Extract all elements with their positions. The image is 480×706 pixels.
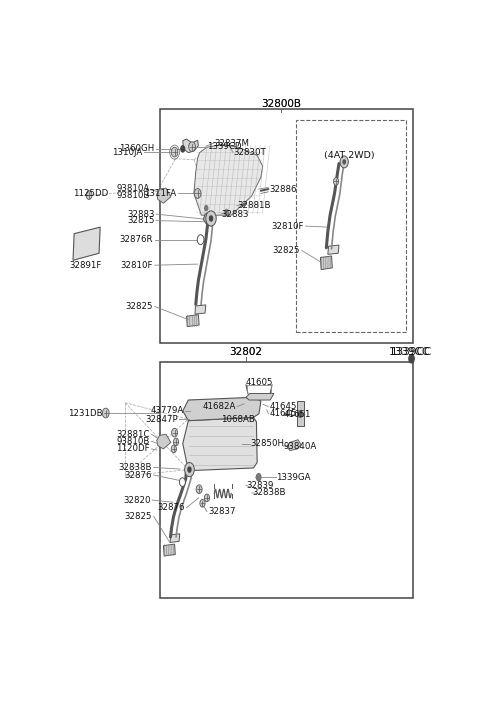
Circle shape [180, 478, 185, 486]
Circle shape [408, 354, 415, 364]
Text: 32837M: 32837M [215, 139, 250, 148]
Text: 32847P: 32847P [145, 414, 178, 424]
Circle shape [197, 235, 204, 244]
Text: 1311FA: 1311FA [144, 189, 177, 198]
Polygon shape [246, 393, 274, 400]
Polygon shape [170, 534, 180, 542]
Circle shape [172, 429, 178, 437]
Circle shape [180, 145, 185, 152]
Circle shape [224, 209, 229, 216]
Text: 32830T: 32830T [233, 148, 266, 157]
Bar [160, 109, 413, 343]
Text: 32825: 32825 [273, 246, 300, 255]
Text: 32838B: 32838B [119, 463, 152, 472]
Polygon shape [297, 401, 304, 426]
Polygon shape [183, 139, 198, 152]
Polygon shape [183, 397, 261, 421]
Circle shape [185, 462, 194, 477]
Circle shape [206, 211, 216, 226]
Polygon shape [321, 256, 332, 270]
Text: 32886: 32886 [269, 184, 297, 193]
Circle shape [189, 142, 195, 152]
Text: 1231DB: 1231DB [68, 409, 103, 417]
Circle shape [102, 408, 109, 418]
Text: 41645: 41645 [269, 409, 297, 418]
Polygon shape [195, 305, 206, 314]
Polygon shape [328, 245, 339, 254]
Text: 32876: 32876 [125, 470, 152, 479]
Text: 1125DD: 1125DD [73, 189, 108, 198]
Text: 32883: 32883 [221, 210, 249, 219]
Text: 32838B: 32838B [252, 489, 286, 498]
Polygon shape [183, 417, 257, 471]
Text: 32876: 32876 [157, 503, 185, 512]
Circle shape [340, 156, 348, 168]
Polygon shape [163, 544, 175, 556]
Text: 32815: 32815 [127, 216, 155, 225]
Circle shape [187, 467, 192, 473]
Text: 32839: 32839 [247, 481, 274, 490]
Text: 32837: 32837 [208, 507, 236, 516]
Circle shape [200, 500, 205, 507]
Text: 32800B: 32800B [261, 99, 301, 109]
Polygon shape [156, 188, 171, 203]
Circle shape [204, 205, 208, 211]
Text: 43779A: 43779A [150, 407, 183, 415]
Text: 1339CC: 1339CC [389, 347, 430, 357]
Circle shape [209, 215, 213, 222]
Polygon shape [73, 227, 100, 261]
Circle shape [204, 494, 210, 502]
Text: 32881B: 32881B [238, 201, 271, 210]
Text: 1339CD: 1339CD [207, 142, 241, 151]
Bar [296, 120, 406, 332]
Text: 32876R: 32876R [120, 235, 154, 244]
Text: 1120DF: 1120DF [116, 445, 150, 453]
Text: 1339GA: 1339GA [276, 473, 311, 481]
Text: 41605: 41605 [245, 378, 273, 387]
Text: 93810B: 93810B [117, 191, 150, 200]
Circle shape [171, 445, 177, 453]
Circle shape [173, 438, 179, 445]
Circle shape [256, 473, 262, 481]
Circle shape [86, 191, 92, 199]
Text: 32802: 32802 [229, 347, 263, 357]
Text: 41682A: 41682A [202, 402, 236, 411]
Text: 1068AB: 1068AB [221, 414, 254, 424]
Circle shape [342, 159, 346, 164]
Text: 32825: 32825 [125, 512, 152, 521]
Text: 1339CC: 1339CC [391, 347, 432, 357]
Circle shape [171, 148, 178, 157]
Bar [160, 362, 413, 599]
Polygon shape [203, 213, 213, 226]
Circle shape [298, 410, 303, 418]
Text: 93840A: 93840A [284, 442, 317, 450]
Polygon shape [194, 145, 263, 215]
Text: 1360GH: 1360GH [119, 144, 155, 153]
Text: 32810F: 32810F [272, 222, 304, 231]
Text: 32881C: 32881C [117, 430, 150, 438]
Polygon shape [156, 434, 171, 449]
Text: 32800B: 32800B [261, 99, 301, 109]
Text: 32883: 32883 [127, 210, 155, 219]
Circle shape [194, 189, 201, 198]
Text: 32810F: 32810F [121, 261, 154, 270]
Circle shape [334, 178, 338, 185]
Text: 41645: 41645 [269, 402, 297, 411]
Text: (4AT 2WD): (4AT 2WD) [324, 151, 375, 160]
Text: 1310JA: 1310JA [112, 148, 143, 157]
Circle shape [196, 485, 202, 493]
Text: 32820: 32820 [123, 496, 151, 505]
Text: 32850H: 32850H [251, 439, 285, 448]
Polygon shape [186, 315, 199, 327]
Polygon shape [287, 440, 301, 450]
Text: 32802: 32802 [229, 347, 263, 357]
Text: 93810A: 93810A [117, 184, 150, 193]
Text: 32891F: 32891F [69, 261, 101, 270]
Text: 93810B: 93810B [117, 437, 150, 445]
Text: 41651: 41651 [284, 409, 312, 419]
Text: 32825: 32825 [126, 302, 154, 311]
